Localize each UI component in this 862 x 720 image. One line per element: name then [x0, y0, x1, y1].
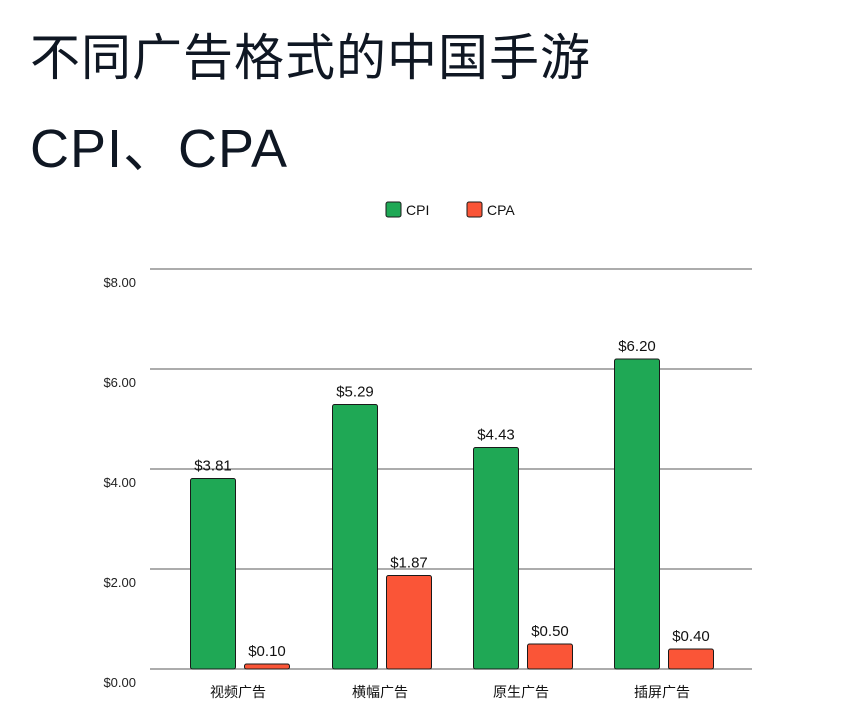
- data-label: $3.81: [194, 458, 232, 475]
- x-tick-label: 原生广告: [493, 685, 549, 701]
- data-label: $1.87: [390, 555, 428, 572]
- y-tick-label: $4.00: [103, 475, 136, 490]
- x-tick-label: 视频广告: [210, 685, 266, 701]
- bar-cpi: [614, 358, 660, 670]
- legend-label: CPA: [487, 202, 515, 218]
- y-tick-label: $2.00: [103, 575, 136, 590]
- bar-cpi: [190, 478, 236, 670]
- legend-swatch-cpi: [385, 201, 402, 218]
- y-tick-label: $8.00: [103, 275, 136, 290]
- y-tick-label: $0.00: [103, 675, 136, 690]
- bar-cpa: [527, 643, 573, 670]
- data-label: $0.10: [248, 643, 286, 660]
- y-tick-label: $6.00: [103, 375, 136, 390]
- chart-subtitle: CPI、CPA: [30, 119, 289, 179]
- chart-title: 不同广告格式的中国手游: [30, 29, 591, 87]
- bar-cpa: [386, 575, 432, 670]
- bar-cpi: [332, 404, 378, 670]
- data-label: $4.43: [477, 427, 515, 444]
- legend-swatch-cpa: [466, 201, 483, 218]
- data-label: $6.20: [618, 338, 656, 355]
- bar-cpa: [668, 648, 714, 670]
- data-label: $5.29: [336, 384, 374, 401]
- data-label: $0.40: [672, 628, 710, 645]
- data-label: $0.50: [531, 623, 569, 640]
- legend-label: CPI: [406, 202, 429, 218]
- bar-cpi: [473, 447, 519, 670]
- x-tick-label: 横幅广告: [352, 685, 408, 701]
- x-tick-label: 插屏广告: [634, 685, 690, 701]
- bar-cpa: [244, 663, 290, 670]
